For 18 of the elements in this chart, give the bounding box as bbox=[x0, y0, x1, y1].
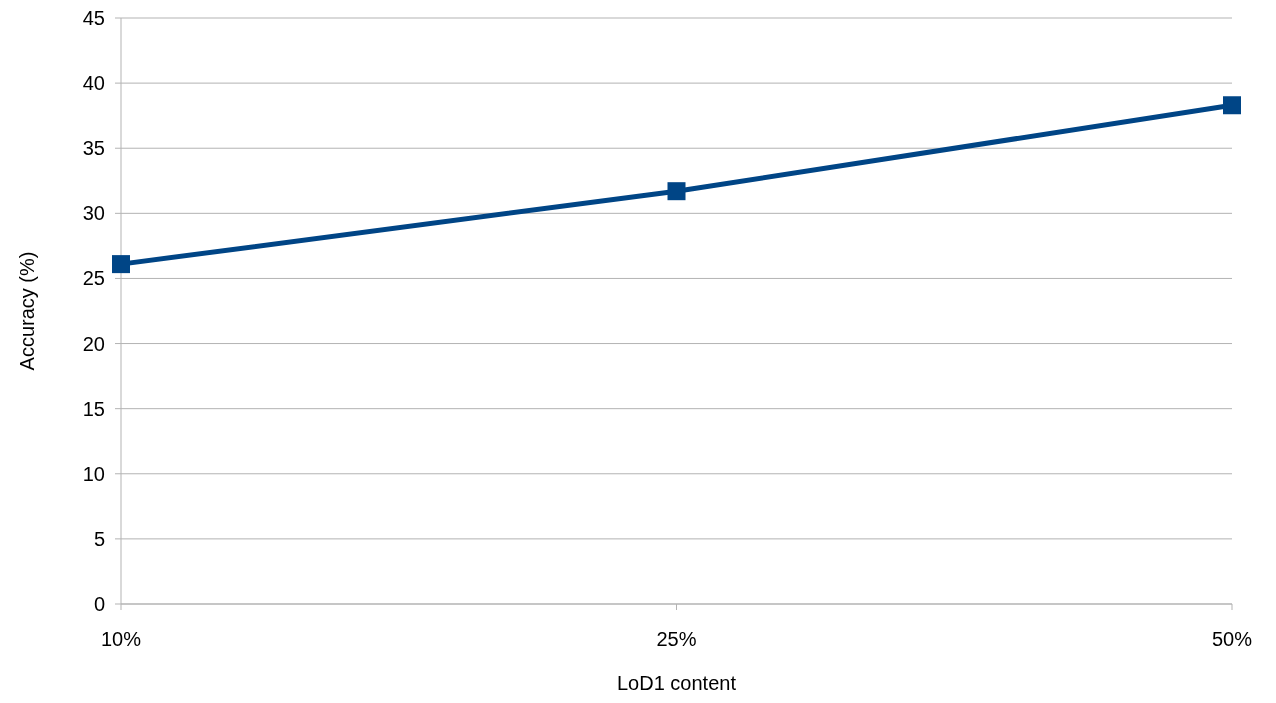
x-tick-label: 10% bbox=[100, 628, 142, 650]
y-tick-label: 40 bbox=[82, 72, 105, 95]
y-tick-label: 45 bbox=[82, 7, 105, 29]
x-tick-label: 25% bbox=[656, 628, 697, 650]
x-tick-label: 50% bbox=[1211, 628, 1253, 650]
y-tick-label: 5 bbox=[93, 527, 105, 550]
y-tick-label: 10 bbox=[82, 462, 105, 485]
x-axis-title: LoD1 content bbox=[617, 672, 737, 694]
y-tick-label: 35 bbox=[82, 137, 105, 160]
y-axis-title: Accuracy (%) bbox=[16, 251, 38, 371]
y-tick-label: 30 bbox=[82, 202, 105, 225]
y-tick-label: 25 bbox=[82, 267, 105, 290]
point bbox=[112, 255, 130, 274]
point bbox=[667, 182, 686, 201]
point bbox=[1223, 96, 1241, 115]
y-tick-label: 15 bbox=[82, 397, 105, 420]
y-tick-label: 20 bbox=[82, 332, 105, 355]
y-tick-label: 0 bbox=[93, 593, 105, 615]
